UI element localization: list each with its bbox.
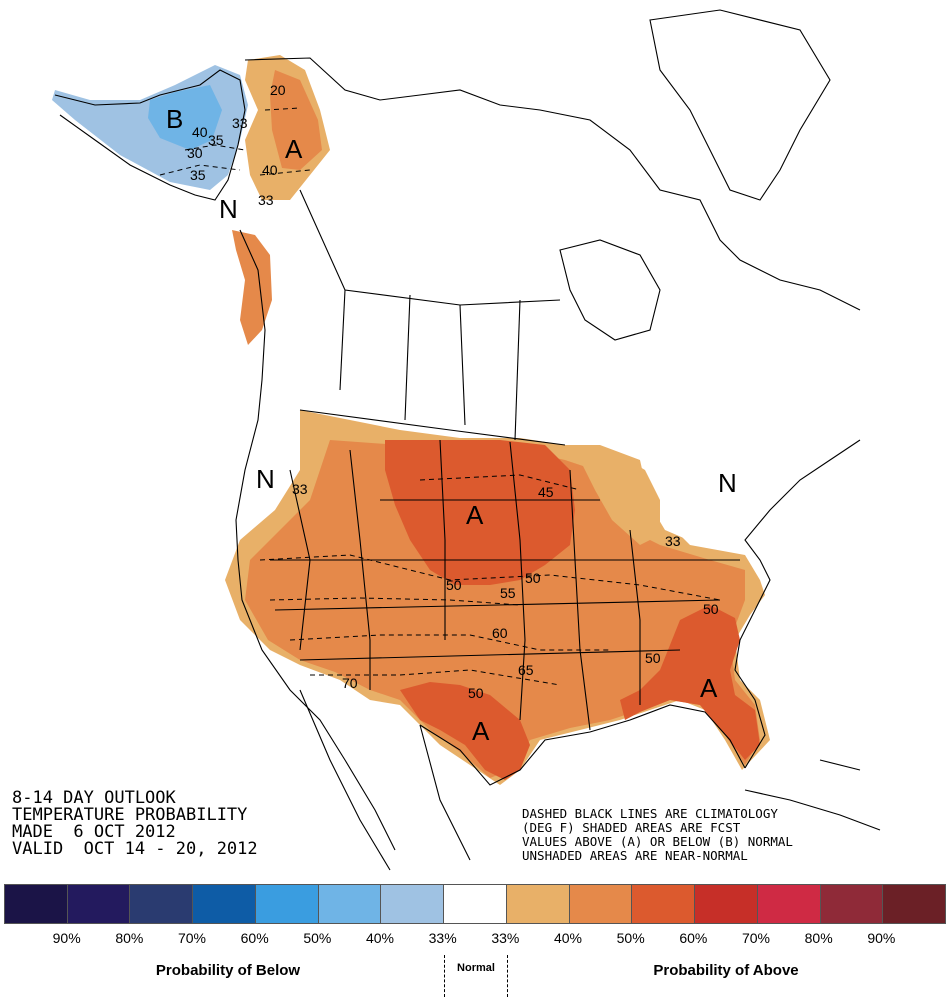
normal-label-nw: N xyxy=(256,464,275,494)
below-label-alaska: B xyxy=(166,104,183,134)
legend-colorbar xyxy=(4,884,946,924)
contour-label-20: 20 xyxy=(270,82,286,98)
above-label-north-central: A xyxy=(466,500,484,530)
legend-tick-label: 40% xyxy=(553,930,583,946)
contour-label-33-ak: 33 xyxy=(232,115,248,131)
conus-above-50-region xyxy=(245,440,760,778)
legend-swatch xyxy=(381,885,445,923)
legend-tick-label: 60% xyxy=(240,930,269,946)
legend-tick-label: 50% xyxy=(303,930,332,946)
southeast-above-60-region xyxy=(620,605,760,760)
title-line-outlook: 8-14 DAY OUTLOOK xyxy=(12,788,176,808)
contour-label-55: 55 xyxy=(500,585,516,601)
legend-swatch xyxy=(67,885,131,923)
legend-swatch xyxy=(757,885,821,923)
legend-swatch xyxy=(632,885,696,923)
contour-label-50-c: 50 xyxy=(525,570,541,586)
legend-swatch xyxy=(255,885,319,923)
legend-swatch xyxy=(318,885,382,923)
title-line-valid: VALID OCT 14 - 20, 2012 xyxy=(12,839,258,859)
above-label-yukon: A xyxy=(285,134,303,164)
texas-above-60-region xyxy=(400,682,530,780)
legend-normal-caption: Normal xyxy=(457,962,495,974)
note-line-1: DASHED BLACK LINES ARE CLIMATOLOGY xyxy=(522,806,778,821)
contour-label-40-ak: 40 xyxy=(192,124,208,140)
above-label-texas: A xyxy=(472,716,490,746)
legend-swatch xyxy=(130,885,194,923)
contour-label-50-tx: 50 xyxy=(468,685,484,701)
legend-below-caption: Probability of Below xyxy=(155,962,301,979)
yukon-above-40-region xyxy=(270,70,322,170)
legend-tick-label: 90% xyxy=(867,930,896,946)
contour-label-50-nc: 50 xyxy=(446,577,462,593)
legend-tick-label: 40% xyxy=(365,930,395,946)
legend-normal-divider-left xyxy=(444,955,445,997)
contour-label-35-ak: 35 xyxy=(208,132,224,148)
bc-coast-above-region xyxy=(232,230,272,345)
note-line-3: VALUES ABOVE (A) OR BELOW (B) NORMAL xyxy=(522,834,793,849)
contour-label-50-se: 50 xyxy=(703,601,719,617)
legend-above-caption: Probability of Above xyxy=(653,962,799,979)
contour-label-65: 65 xyxy=(518,662,534,678)
legend-tick-label: 50% xyxy=(616,930,645,946)
contour-label-60: 60 xyxy=(492,625,508,641)
north-central-above-60-region xyxy=(385,440,575,585)
normal-label-bc: N xyxy=(219,194,238,224)
notes-block: DASHED BLACK LINES ARE CLIMATOLOGY (DEG … xyxy=(522,807,793,863)
contour-label-33-yk: 33 xyxy=(258,192,274,208)
contour-label-30-ak: 30 xyxy=(187,145,203,161)
contour-label-45: 45 xyxy=(538,484,554,500)
contour-label-33-nw: 33 xyxy=(292,481,308,497)
contour-label-33-ne: 33 xyxy=(665,533,681,549)
note-line-2: (DEG F) SHADED AREAS ARE FCST xyxy=(522,820,741,835)
above-label-southeast: A xyxy=(700,673,718,703)
legend-tick-label: 80% xyxy=(804,930,833,946)
legend-swatch xyxy=(569,885,633,923)
title-line-made: MADE 6 OCT 2012 xyxy=(12,822,176,842)
alaska-below-region xyxy=(52,65,248,190)
normal-label-ne: N xyxy=(718,468,737,498)
contour-label-70: 70 xyxy=(342,675,358,691)
legend-tick-label: 70% xyxy=(741,930,771,946)
legend-tick-label: 70% xyxy=(177,930,207,946)
contour-label-50-s: 50 xyxy=(645,650,661,666)
great-lakes-above-40-region xyxy=(575,450,660,545)
title-block: 8-14 DAY OUTLOOK TEMPERATURE PROBABILITY… xyxy=(12,790,258,858)
alaska-below-40-region xyxy=(148,85,222,150)
legend-tick-label: 60% xyxy=(679,930,708,946)
contour-label-40-yk: 40 xyxy=(262,162,278,178)
contour-label-35-ak2: 35 xyxy=(190,167,206,183)
legend-swatch xyxy=(5,885,68,923)
legend-tick-label: 80% xyxy=(115,930,144,946)
northeast-normal-region xyxy=(640,455,770,545)
legend-swatch xyxy=(193,885,256,923)
legend-tick-label: 33% xyxy=(428,930,457,946)
outlook-map: 20 33 35 40 30 35 40 33 33 45 33 50 50 5… xyxy=(52,9,881,871)
legend-swatch xyxy=(695,885,758,923)
legend-tick-label: 90% xyxy=(52,930,81,946)
legend-swatch xyxy=(883,885,946,923)
legend-normal-divider-right xyxy=(507,955,508,997)
legend-swatch xyxy=(820,885,884,923)
legend-swatch xyxy=(444,885,507,923)
note-line-4: UNSHADED AREAS ARE NEAR-NORMAL xyxy=(522,848,748,863)
legend-swatch xyxy=(506,885,570,923)
legend-tick-label: 33% xyxy=(491,930,520,946)
title-line-product: TEMPERATURE PROBABILITY xyxy=(12,805,248,825)
